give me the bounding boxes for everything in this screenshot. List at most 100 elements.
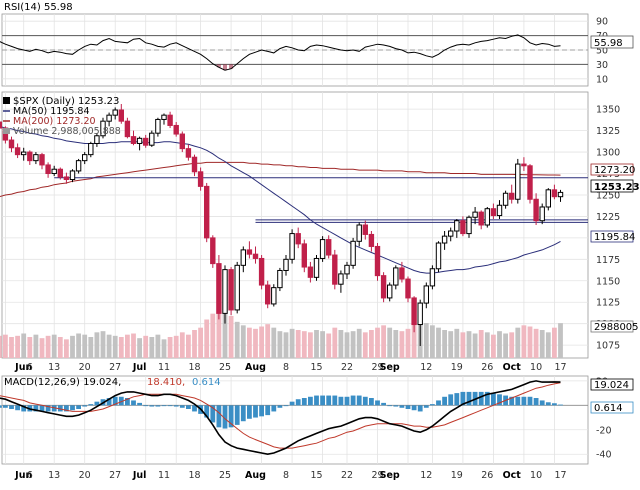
rsi-line: [0, 34, 561, 71]
macd-histogram-bar: [289, 401, 295, 406]
candle-body: [307, 266, 314, 278]
macd-histogram-bar: [332, 395, 338, 406]
candle-body: [167, 114, 173, 126]
candle-body: [362, 224, 369, 235]
volume-bar: [88, 337, 94, 358]
volume-last-value: 2988005: [594, 322, 639, 333]
candle-body: [387, 284, 393, 299]
macd-histogram-bar: [149, 405, 155, 407]
x-axis-label-bottom: Sep: [380, 470, 400, 481]
macd-histogram-bar: [320, 395, 325, 406]
volume-bar: [301, 331, 307, 358]
volume-bar: [362, 332, 368, 358]
price-tick-label: 1325: [596, 126, 620, 137]
macd-histogram-bar: [314, 395, 319, 406]
volume-bar: [405, 328, 411, 358]
candle-body: [185, 148, 192, 158]
macd-legend-hist: 0.614: [192, 377, 221, 388]
candle-body: [75, 160, 82, 172]
candle-body: [454, 220, 460, 232]
volume-bar: [9, 337, 14, 358]
candle-body: [252, 253, 259, 259]
x-axis-label-middle: 10: [530, 362, 542, 373]
x-axis-label-middle: 15: [310, 362, 322, 373]
macd-histogram-bar: [15, 405, 20, 411]
candle-body: [112, 109, 118, 116]
macd-histogram-bar: [88, 404, 94, 406]
macd-histogram-bar: [387, 405, 393, 407]
candle-body: [265, 284, 271, 305]
macd-histogram-bar: [277, 405, 283, 408]
macd-histogram-bar: [82, 405, 88, 407]
volume-bar: [320, 331, 325, 358]
macd-histogram-bar: [143, 405, 149, 407]
volume-bar: [228, 316, 234, 358]
macd-histogram-bar: [112, 396, 118, 406]
volume-bar: [3, 334, 8, 358]
volume-bar: [0, 335, 2, 358]
candle-body: [130, 136, 137, 144]
candle-body: [106, 114, 112, 122]
macd-histogram-bar: [369, 398, 374, 406]
macd-histogram-bar: [186, 405, 191, 409]
volume-bar: [222, 312, 228, 358]
volume-bar: [204, 319, 210, 358]
x-axis-label-middle: 19: [451, 362, 463, 373]
legend-spx: $SPX (Daily) 1253.23: [13, 96, 119, 107]
x-axis-label-middle: 18: [188, 362, 200, 373]
candle-body: [533, 198, 539, 222]
volume-bar: [399, 331, 405, 358]
volume-bar: [57, 337, 63, 358]
macd-panel: -40-2020 MACD(12,26,9) 19.024, 18.410, 0…: [0, 375, 634, 465]
volume-bar: [545, 332, 551, 358]
macd-legend-macd: MACD(12,26,9) 19.024,: [4, 377, 121, 388]
ma50-last-value: 1195.84: [594, 232, 635, 243]
candle-body: [356, 224, 362, 242]
candle-body: [393, 267, 399, 286]
candle-body: [435, 242, 442, 270]
candle-body: [57, 168, 63, 178]
x-axis-label-middle: 12: [420, 362, 432, 373]
candle-body: [228, 269, 234, 311]
macd-histogram-bar: [3, 405, 8, 408]
candle-body: [326, 239, 332, 256]
candle-body: [380, 275, 387, 299]
rsi-tick-label: 10: [596, 74, 608, 85]
volume-bar: [369, 330, 374, 358]
volume-bar: [509, 332, 515, 358]
macd-histogram-bar: [179, 405, 185, 408]
macd-frame: [1, 375, 589, 465]
candle-body: [94, 135, 100, 144]
macd-histogram-bar: [9, 405, 14, 409]
candle-body: [155, 118, 161, 134]
macd-histogram-bar: [509, 396, 515, 406]
candle-body: [338, 273, 344, 285]
x-axis-label-bottom: 12: [420, 470, 432, 481]
volume-bar: [210, 313, 216, 358]
volume-bar: [137, 338, 142, 358]
macd-histogram-bar: [338, 396, 344, 406]
x-axis-label-middle: 27: [109, 362, 121, 373]
macd-histogram-bar: [125, 398, 130, 406]
ma200-last-value: 1273.20: [594, 165, 635, 176]
x-axis-label-bottom: 18: [188, 470, 200, 481]
volume-bar: [125, 334, 130, 358]
candle-body: [14, 147, 21, 156]
volume-bar: [27, 337, 33, 358]
candle-body: [51, 168, 57, 175]
volume-bar: [253, 328, 258, 358]
macd-histogram-bar: [411, 405, 417, 411]
volume-bar: [344, 332, 350, 358]
candle-body: [283, 258, 289, 271]
volume-bar: [167, 337, 173, 358]
volume-bar: [70, 335, 75, 358]
volume-bar: [192, 330, 197, 358]
macd-histogram-bar: [228, 405, 234, 428]
macd-histogram-bar: [51, 405, 57, 412]
volume-bar: [472, 333, 478, 358]
volume-bar: [387, 327, 393, 358]
candle-body: [332, 254, 338, 285]
macd-histogram-bar: [259, 405, 264, 417]
